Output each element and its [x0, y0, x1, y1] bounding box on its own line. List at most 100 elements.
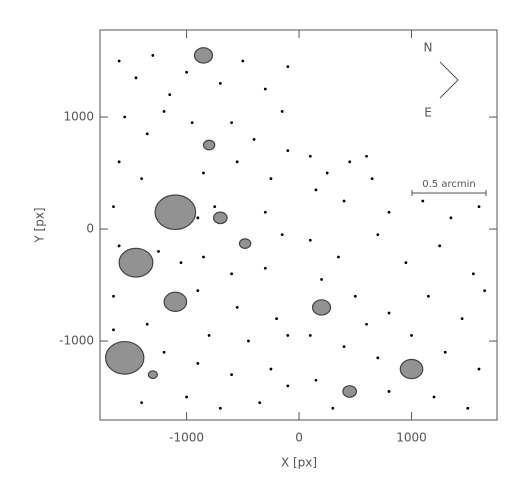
- star: [185, 70, 188, 74]
- star: [134, 76, 138, 80]
- y-tick-label: 0: [86, 222, 94, 236]
- star: [365, 154, 368, 158]
- star: [410, 334, 413, 337]
- compass-east: E: [424, 106, 432, 120]
- compass: [439, 61, 459, 99]
- star: [196, 362, 200, 365]
- star: [218, 82, 222, 85]
- star: [202, 171, 205, 175]
- star: [213, 205, 217, 209]
- star: [466, 406, 470, 410]
- star: [218, 406, 222, 410]
- density-clump: [342, 385, 358, 398]
- star: [308, 238, 312, 242]
- star: [145, 132, 149, 136]
- compass-north: N: [424, 41, 433, 55]
- x-tick-label: -1000: [169, 431, 204, 445]
- star: [331, 406, 335, 410]
- density-clump: [311, 299, 332, 316]
- density-clump: [118, 247, 154, 278]
- star: [269, 367, 273, 371]
- star: [269, 177, 273, 181]
- density-clump: [399, 358, 424, 380]
- star: [314, 378, 318, 382]
- star: [337, 255, 340, 259]
- star: [258, 401, 262, 405]
- star: [376, 356, 380, 360]
- star: [308, 334, 312, 337]
- density-clump: [105, 340, 145, 375]
- star: [387, 390, 391, 393]
- density-clump: [147, 370, 158, 380]
- star: [230, 373, 233, 377]
- star: [230, 121, 233, 125]
- star: [263, 210, 267, 214]
- star: [247, 339, 250, 343]
- star: [263, 87, 267, 91]
- star: [207, 334, 211, 337]
- star: [342, 199, 346, 203]
- density-clump: [163, 291, 188, 312]
- star: [162, 350, 166, 354]
- star: [421, 199, 425, 203]
- star: [314, 188, 318, 192]
- star: [353, 294, 357, 298]
- star: [145, 322, 149, 326]
- star: [370, 177, 374, 181]
- star: [151, 54, 155, 57]
- star: [190, 121, 194, 125]
- star: [185, 395, 188, 399]
- density-clump: [212, 211, 228, 225]
- star: [348, 160, 352, 164]
- scale-bar: [411, 190, 487, 196]
- star: [280, 110, 284, 113]
- y-axis-label: Y [px]: [33, 207, 47, 243]
- star: [286, 334, 290, 337]
- star: [471, 272, 475, 276]
- star: [460, 317, 464, 321]
- star: [168, 93, 172, 97]
- star: [432, 395, 436, 399]
- star: [320, 278, 323, 281]
- star: [342, 345, 346, 349]
- star: [112, 328, 115, 332]
- density-clump: [202, 139, 216, 151]
- star: [263, 266, 267, 270]
- star: [325, 171, 329, 175]
- star: [157, 250, 160, 253]
- star: [117, 59, 121, 63]
- star: [443, 350, 447, 354]
- star: [196, 289, 200, 293]
- y-tick-label: -1000: [59, 334, 94, 348]
- star: [438, 244, 442, 248]
- x-tick-label: 1000: [396, 431, 427, 445]
- star: [426, 294, 430, 298]
- star: [286, 149, 290, 153]
- x-axis-label: X [px]: [281, 456, 317, 470]
- star: [112, 294, 115, 298]
- star: [483, 289, 487, 293]
- star: [376, 233, 380, 237]
- scale-label: 0.5 arcmin: [422, 179, 475, 190]
- star: [449, 216, 453, 220]
- x-tick-label: 0: [295, 431, 303, 445]
- density-clump: [238, 238, 252, 249]
- star: [252, 138, 256, 141]
- star: [202, 255, 205, 259]
- star: [241, 59, 245, 63]
- star: [477, 205, 481, 209]
- star: [117, 160, 121, 164]
- star: [235, 306, 239, 309]
- star: [286, 384, 290, 388]
- density-clump: [154, 194, 197, 231]
- star: [280, 233, 284, 237]
- star: [275, 317, 278, 321]
- star: [235, 160, 239, 164]
- star: [123, 115, 127, 119]
- plot-frame: [99, 29, 498, 421]
- star: [162, 110, 166, 113]
- star: [308, 154, 312, 158]
- y-tick-label: 1000: [63, 110, 94, 124]
